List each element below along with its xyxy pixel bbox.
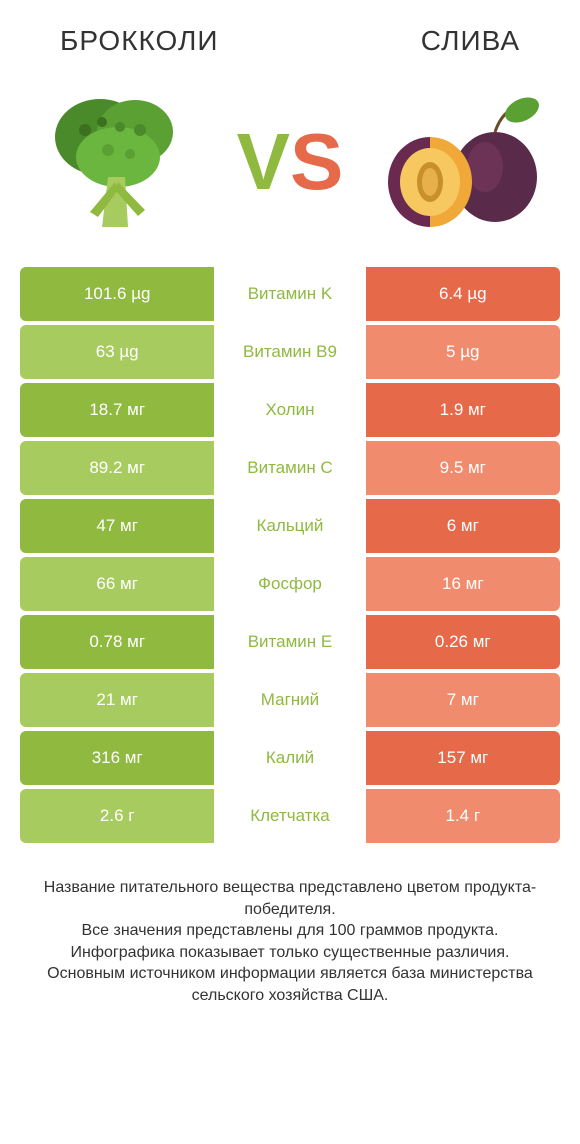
nutrient-label: Витамин B9 <box>214 325 365 379</box>
nutrient-label: Магний <box>214 673 365 727</box>
value-left: 89.2 мг <box>20 441 214 495</box>
broccoli-image <box>30 82 210 242</box>
vs-v: V <box>237 117 290 206</box>
comparison-table: 101.6 µgВитамин K6.4 µg63 µgВитамин B95 … <box>0 267 580 843</box>
vs-label: VS <box>237 122 344 202</box>
table-row: 63 µgВитамин B95 µg <box>20 325 560 379</box>
value-right: 9.5 мг <box>366 441 560 495</box>
titles-row: БРОККОЛИ СЛИВА <box>0 0 580 67</box>
value-right: 7 мг <box>366 673 560 727</box>
value-right: 6.4 µg <box>366 267 560 321</box>
value-left: 63 µg <box>20 325 214 379</box>
value-right: 6 мг <box>366 499 560 553</box>
value-left: 101.6 µg <box>20 267 214 321</box>
plum-image <box>370 82 550 242</box>
table-row: 66 мгФосфор16 мг <box>20 557 560 611</box>
table-row: 47 мгКальций6 мг <box>20 499 560 553</box>
table-row: 0.78 мгВитамин E0.26 мг <box>20 615 560 669</box>
nutrient-label: Фосфор <box>214 557 365 611</box>
value-right: 1.9 мг <box>366 383 560 437</box>
value-left: 18.7 мг <box>20 383 214 437</box>
nutrient-label: Витамин E <box>214 615 365 669</box>
nutrient-label: Холин <box>214 383 365 437</box>
table-row: 89.2 мгВитамин C9.5 мг <box>20 441 560 495</box>
value-left: 316 мг <box>20 731 214 785</box>
table-row: 18.7 мгХолин1.9 мг <box>20 383 560 437</box>
value-left: 21 мг <box>20 673 214 727</box>
value-left: 0.78 мг <box>20 615 214 669</box>
value-right: 0.26 мг <box>366 615 560 669</box>
value-left: 2.6 г <box>20 789 214 843</box>
table-row: 21 мгМагний7 мг <box>20 673 560 727</box>
table-row: 316 мгКалий157 мг <box>20 731 560 785</box>
title-right: СЛИВА <box>421 25 520 57</box>
nutrient-label: Витамин C <box>214 441 365 495</box>
title-left: БРОККОЛИ <box>60 25 219 57</box>
table-row: 2.6 гКлетчатка1.4 г <box>20 789 560 843</box>
value-right: 5 µg <box>366 325 560 379</box>
vs-s: S <box>290 117 343 206</box>
value-left: 66 мг <box>20 557 214 611</box>
footer-line: Основным источником информации является … <box>30 963 550 1006</box>
value-left: 47 мг <box>20 499 214 553</box>
value-right: 1.4 г <box>366 789 560 843</box>
footer-text: Название питательного вещества представл… <box>0 847 580 1007</box>
nutrient-label: Клетчатка <box>214 789 365 843</box>
hero-row: VS <box>0 67 580 267</box>
value-right: 157 мг <box>366 731 560 785</box>
nutrient-label: Калий <box>214 731 365 785</box>
footer-line: Инфографика показывает только существенн… <box>30 942 550 964</box>
footer-line: Название питательного вещества представл… <box>30 877 550 920</box>
table-row: 101.6 µgВитамин K6.4 µg <box>20 267 560 321</box>
footer-line: Все значения представлены для 100 граммо… <box>30 920 550 942</box>
value-right: 16 мг <box>366 557 560 611</box>
nutrient-label: Кальций <box>214 499 365 553</box>
nutrient-label: Витамин K <box>214 267 365 321</box>
